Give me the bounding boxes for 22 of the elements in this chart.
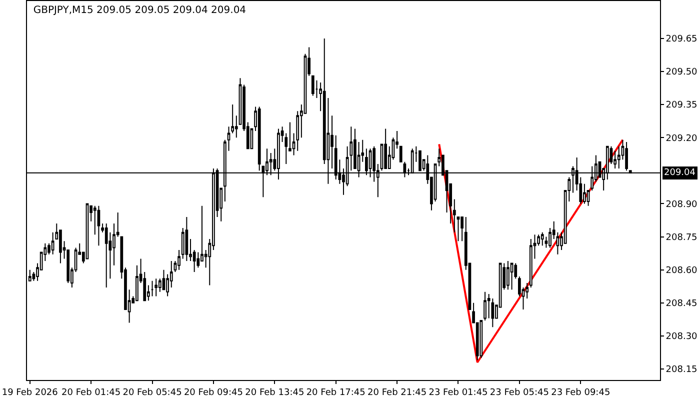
x-tick-label: 23 Feb 01:45 — [428, 388, 488, 398]
y-tick-label: 209.65 — [666, 34, 698, 45]
x-tick-label: 20 Feb 17:45 — [306, 388, 366, 398]
y-tick-label: 208.75 — [666, 232, 698, 243]
x-tick-label: 23 Feb 09:45 — [551, 388, 610, 398]
y-tick-label: 209.35 — [666, 100, 698, 111]
x-tick-label: 20 Feb 09:45 — [184, 388, 243, 398]
y-tick-label: 208.90 — [666, 200, 698, 210]
y-tick-label: 208.60 — [666, 266, 698, 276]
x-tick-label: 20 Feb 21:45 — [368, 388, 427, 398]
y-tick-label: 208.15 — [666, 365, 698, 376]
y-tick-label: 208.30 — [666, 332, 698, 342]
x-tick-label: 20 Feb 13:45 — [245, 388, 304, 398]
x-tick-label: 23 Feb 05:45 — [490, 388, 549, 398]
chart-title: GBPJPY,M15 209.05 209.05 209.04 209.04 — [33, 5, 246, 16]
x-tick-label: 20 Feb 05:45 — [122, 388, 182, 398]
y-tick-label: 209.20 — [666, 134, 698, 144]
x-tick-label: 19 Feb 2026 — [2, 388, 58, 398]
ref-line-label: 209.04 — [664, 168, 696, 178]
x-tick-label: 20 Feb 01:45 — [62, 388, 121, 398]
y-tick-label: 209.50 — [666, 68, 698, 78]
y-tick-label: 208.45 — [666, 299, 698, 310]
